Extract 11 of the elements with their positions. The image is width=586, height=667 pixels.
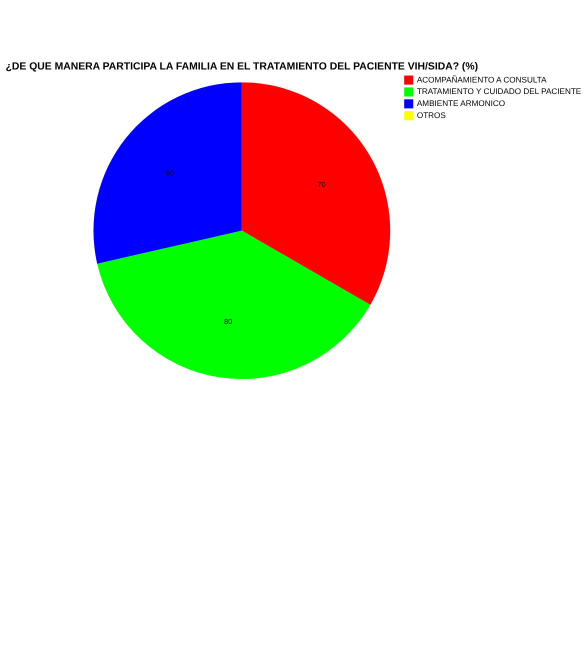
pie-slice [242, 82, 390, 305]
pie-slice [94, 82, 242, 264]
legend-label: TRATAMIENTO Y CUIDADO DEL PACIENTE [416, 87, 582, 96]
data-label: 60 [166, 168, 174, 178]
data-label: 80 [224, 316, 232, 326]
legend-label: OTROS [416, 110, 446, 120]
legend-label: ACOMPAÑAMIENTO A CONSULTA [416, 74, 548, 84]
legend-label: AMBIENTE ARMONICO [416, 99, 506, 108]
chart-title: ¿DE QUE MANERA PARTICIPA LA FAMILIA EN EL TRATAMIENTO DEL PACIENTE VIH/SIDA? (%) [6, 62, 478, 73]
pie-slice [97, 230, 370, 379]
data-label: 70 [317, 180, 326, 189]
